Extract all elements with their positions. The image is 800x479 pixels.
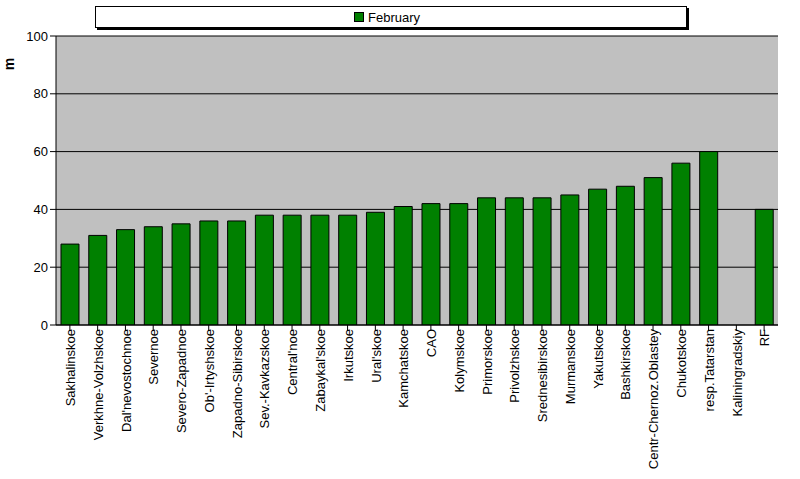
svg-text:0: 0 bbox=[41, 318, 48, 333]
svg-text:Dal'nevostochnoe: Dal'nevostochnoe bbox=[119, 329, 134, 432]
svg-text:Verkhne-Volzhskoe: Verkhne-Volzhskoe bbox=[91, 329, 106, 440]
svg-text:Kolymskoe: Kolymskoe bbox=[452, 329, 467, 393]
svg-text:Centr-Chernoz.Oblastey: Centr-Chernoz.Oblastey bbox=[646, 329, 661, 470]
svg-text:Ural'skoe: Ural'skoe bbox=[369, 329, 384, 383]
svg-text:Kamchatskoe: Kamchatskoe bbox=[396, 329, 411, 408]
svg-text:RF: RF bbox=[757, 329, 772, 346]
svg-text:Ob'-Irtyshskoe: Ob'-Irtyshskoe bbox=[202, 329, 217, 412]
html-text:February: February bbox=[368, 9, 420, 25]
svg-text:40: 40 bbox=[34, 202, 48, 217]
svg-text:Privolzhskoe: Privolzhskoe bbox=[507, 329, 522, 403]
svg-text:20: 20 bbox=[34, 260, 48, 275]
svg-text:Chukotskoe: Chukotskoe bbox=[674, 329, 689, 398]
svg-text:Murmanskoe: Murmanskoe bbox=[563, 329, 578, 404]
svg-text:Irkutskoe: Irkutskoe bbox=[341, 329, 356, 382]
svg-text:Central'noe: Central'noe bbox=[285, 329, 300, 395]
svg-text:80: 80 bbox=[34, 86, 48, 101]
svg-text:Severnoe: Severnoe bbox=[146, 329, 161, 385]
svg-text:Bashkirskoe: Bashkirskoe bbox=[618, 329, 633, 400]
svg-text:Kaliningradskiy: Kaliningradskiy bbox=[730, 329, 745, 417]
svg-text:CAO: CAO bbox=[424, 329, 439, 357]
svg-text:Sakhalinskoe: Sakhalinskoe bbox=[63, 329, 78, 406]
svg-text:Zapadno-Sibirskoe: Zapadno-Sibirskoe bbox=[230, 329, 245, 438]
svg-text:Primorskoe: Primorskoe bbox=[480, 329, 495, 395]
svg-text:Sev.-Kavkazskoe: Sev.-Kavkazskoe bbox=[257, 329, 272, 428]
svg-text:m: m bbox=[8, 58, 17, 70]
svg-text:resp.Tatarstan: resp.Tatarstan bbox=[702, 329, 717, 411]
svg-text:Yakutskoe: Yakutskoe bbox=[591, 329, 606, 389]
svg-text:100: 100 bbox=[26, 29, 48, 44]
svg-text:Severo-Zapadnoe: Severo-Zapadnoe bbox=[174, 329, 189, 433]
svg-text:Srednesibirskoe: Srednesibirskoe bbox=[535, 329, 550, 422]
svg-text:60: 60 bbox=[34, 144, 48, 159]
svg-text:Zabaykal'skoe: Zabaykal'skoe bbox=[313, 329, 328, 412]
